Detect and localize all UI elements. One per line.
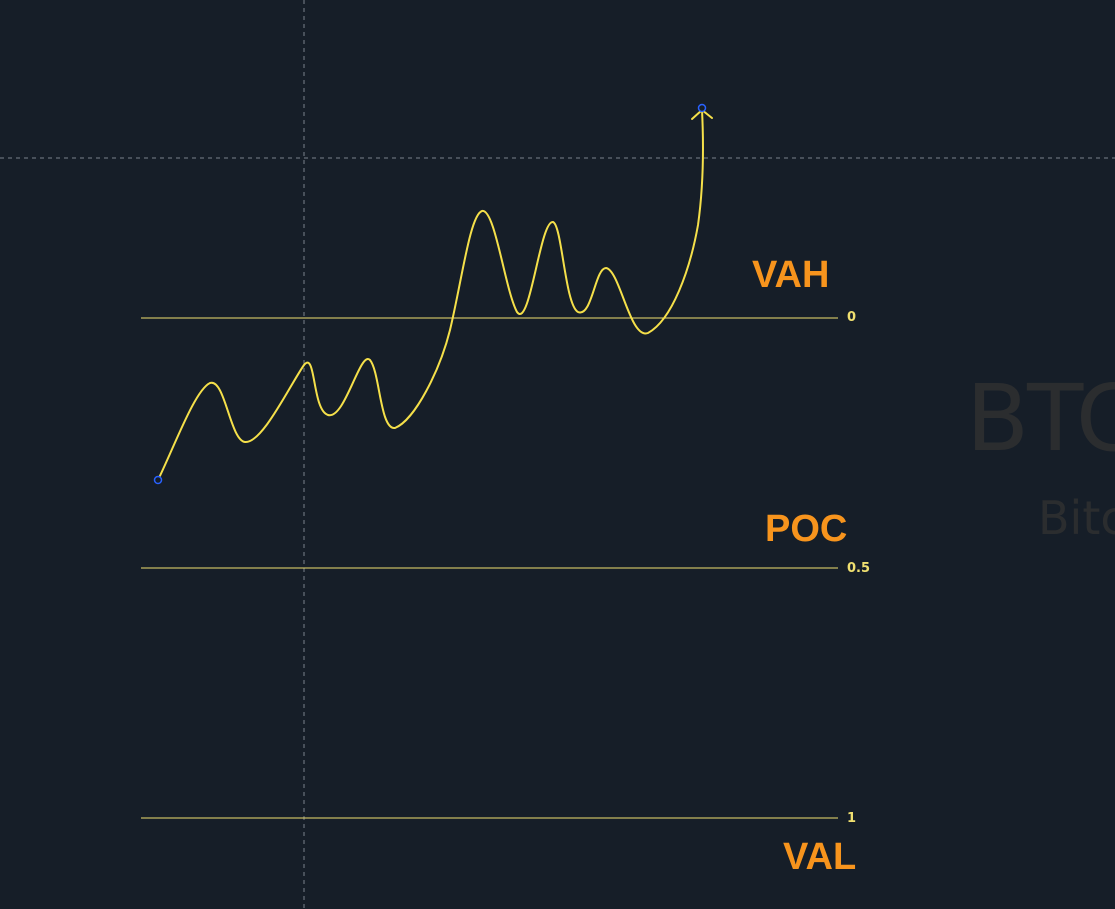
level-label-val: VAL: [783, 836, 857, 878]
end-anchor-handle[interactable]: [697, 103, 707, 113]
watermark-name: Bitc: [1038, 491, 1115, 545]
level-label-poc: POC: [765, 508, 848, 550]
level-value-vah: 0: [847, 310, 857, 325]
level-value-val: 1: [847, 811, 857, 826]
price-path[interactable]: [157, 109, 705, 481]
level-label-vah: VAH: [752, 254, 830, 296]
start-anchor-handle[interactable]: [153, 475, 163, 485]
watermark-symbol: BTC: [966, 365, 1115, 472]
level-value-poc: 0.5: [847, 561, 871, 576]
